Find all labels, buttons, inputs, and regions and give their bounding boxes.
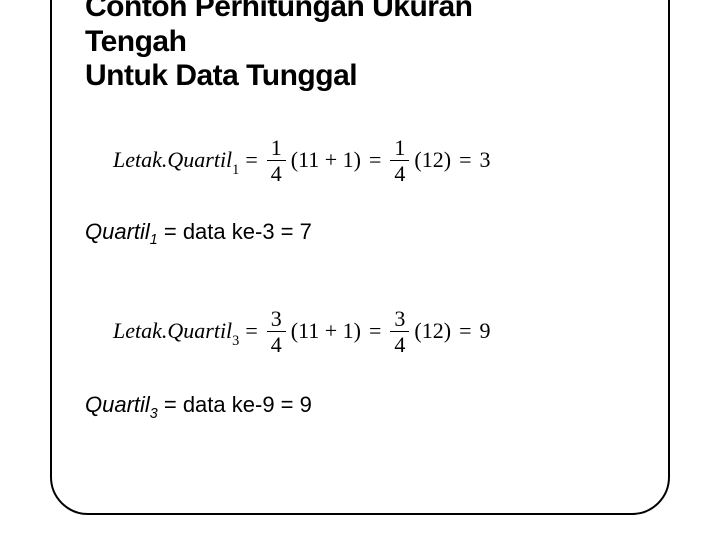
- equals-icon: =: [369, 147, 381, 173]
- formula-q3-lhs: Letak.Quartil3: [113, 318, 239, 344]
- formula-q3-frac-a-num: 3: [267, 307, 286, 330]
- equals-icon: =: [459, 318, 471, 344]
- formula-q3-frac-b: 3 4: [390, 307, 409, 356]
- slide-title: Contoh Perhitungan Ukuran Tengah Untuk D…: [85, 0, 645, 94]
- formula-q1-result: 3: [480, 147, 491, 173]
- quartil3-var: Quartil: [85, 392, 150, 417]
- formula-q1-frac-a: 1 4: [267, 136, 286, 185]
- quartil1-line: Quartil1 = data ke-3 = 7: [85, 219, 645, 245]
- formula-q1-lhs-label: Letak.Quartil: [113, 147, 232, 172]
- formula-q1-frac-a-num: 1: [267, 136, 286, 159]
- equals-icon: =: [245, 318, 257, 344]
- formula-q1-frac-b: 1 4: [390, 136, 409, 185]
- formula-q3-mid-b: (12): [414, 318, 451, 344]
- quartil3-line: Quartil3 = data ke-9 = 9: [85, 392, 645, 418]
- formula-q3-lhs-label: Letak.Quartil: [113, 318, 232, 343]
- equals-icon: =: [369, 318, 381, 344]
- formula-q1-frac-a-den: 4: [267, 162, 286, 185]
- equals-icon: =: [459, 147, 471, 173]
- title-line-3: Untuk Data Tunggal: [85, 59, 357, 92]
- equals-icon: =: [245, 147, 257, 173]
- quartil1-var: Quartil: [85, 219, 150, 244]
- formula-q3: Letak.Quartil3 = 3 4 (11 + 1) = 3 4 (12)…: [113, 307, 645, 356]
- formula-q3-mid-a: (11 + 1): [291, 318, 361, 344]
- formula-q1-frac-b-den: 4: [390, 162, 409, 185]
- quartil3-sub: 3: [150, 406, 158, 422]
- formula-q3-frac-b-num: 3: [390, 307, 409, 330]
- formula-q1-lhs: Letak.Quartil1: [113, 147, 239, 173]
- slide-content: Contoh Perhitungan Ukuran Tengah Untuk D…: [85, 0, 645, 418]
- quartil1-sub: 1: [150, 232, 158, 248]
- quartil3-rest: = data ke-9 = 9: [158, 392, 312, 417]
- formula-q3-lhs-sub: 3: [232, 333, 239, 349]
- title-line-1: Contoh Perhitungan Ukuran: [85, 0, 473, 23]
- formula-q1: Letak.Quartil1 = 1 4 (11 + 1) = 1 4 (12)…: [113, 136, 645, 185]
- formula-q3-frac-a: 3 4: [267, 307, 286, 356]
- formula-q1-mid-b: (12): [414, 147, 451, 173]
- slide: Contoh Perhitungan Ukuran Tengah Untuk D…: [0, 0, 720, 540]
- formula-q1-mid-a: (11 + 1): [291, 147, 361, 173]
- quartil1-rest: = data ke-3 = 7: [158, 219, 312, 244]
- formula-q1-frac-b-num: 1: [390, 136, 409, 159]
- title-line-2: Tengah: [85, 25, 186, 58]
- formula-q3-result: 9: [480, 318, 491, 344]
- formula-q3-frac-b-den: 4: [390, 333, 409, 356]
- formula-q1-lhs-sub: 1: [232, 162, 239, 178]
- formula-q3-frac-a-den: 4: [267, 333, 286, 356]
